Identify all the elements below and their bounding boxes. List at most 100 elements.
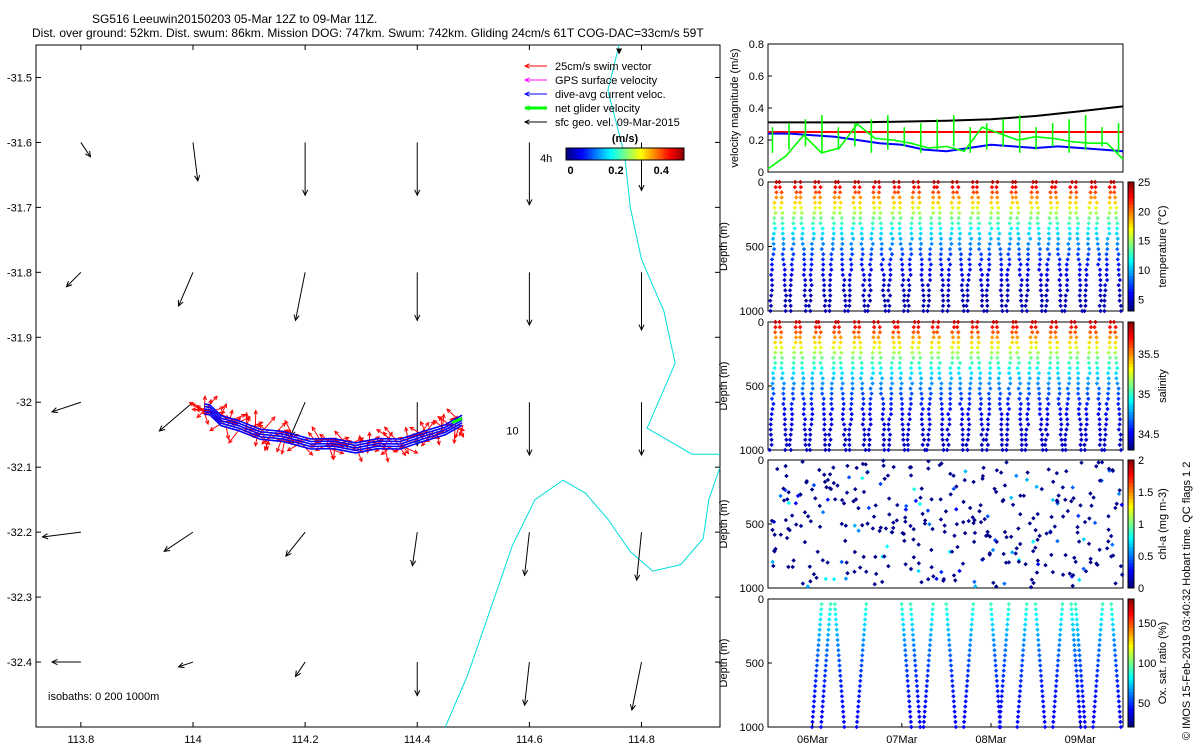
colorbar-swatch [595, 148, 598, 160]
swim-vector-head [392, 448, 398, 453]
colorbar-swatch [617, 148, 620, 160]
colorbar-swatch [682, 148, 685, 160]
current-vector [285, 531, 306, 557]
current-vector [42, 531, 81, 538]
colorbar-swatch [638, 148, 642, 160]
colorbar-swatch [626, 148, 630, 160]
chart-title-line1: SG516 Leeuwin20150203 05-Mar 12Z to 09-M… [92, 12, 378, 26]
current-vector [631, 661, 642, 711]
colorbar-swatch [609, 148, 612, 160]
current-vector [636, 532, 643, 581]
colorbar-swatch [674, 148, 677, 160]
legend-arrowhead [523, 77, 530, 83]
current-vector [178, 661, 194, 668]
colorbar-swatch [611, 148, 614, 160]
colorbar-swatch [613, 148, 616, 160]
current-vector-head [163, 545, 171, 552]
current-vector [66, 271, 82, 288]
colorbar-tick-label: 0.4 [654, 165, 670, 177]
current-vector-head [634, 574, 641, 582]
swim-vector-head [424, 421, 430, 427]
glider-track-group [188, 395, 466, 463]
colorbar-frame [565, 147, 685, 161]
swim-vector-head [430, 420, 436, 426]
current-vector [295, 661, 306, 677]
swim-vector-head [460, 432, 465, 439]
swim-vector-head [307, 431, 313, 437]
map-y-tick-label: -32.4 [7, 657, 32, 669]
current-vector [411, 532, 418, 566]
map-y-tick-label: -31.8 [7, 267, 32, 279]
current-vector-head [194, 174, 201, 182]
swim-vector-head [280, 449, 285, 456]
swim-vector-head [334, 430, 339, 436]
swim-vector-head [358, 457, 363, 463]
current-vector-head [629, 704, 636, 712]
isobath-label: isobaths: 0 200 1000m [48, 691, 159, 703]
colorbar-swatch [591, 148, 595, 160]
swim-vector [276, 437, 283, 452]
map-x-tick-label: 114.8 [628, 734, 655, 746]
map-x-tick-label: 114.4 [404, 734, 431, 746]
legend-entry: GPS surface velocity [555, 75, 658, 87]
swim-vector-head [253, 441, 259, 448]
colorbar-swatch [566, 148, 569, 160]
swim-vector-head [347, 439, 353, 444]
coastline-north [607, 44, 720, 455]
map-y-tick-label: -32.2 [7, 527, 32, 539]
colorbar-swatch [577, 148, 581, 160]
current-vector-head [177, 299, 184, 307]
chart-title-line2: Dist. over ground: 52km. Dist. swum: 86k… [32, 26, 704, 40]
current-vector-head [285, 550, 292, 558]
colorbar-swatch [587, 148, 591, 160]
swim-vector-head [202, 395, 208, 401]
swim-vector [277, 439, 295, 444]
current-vector [290, 402, 306, 437]
colorbar-swatch [650, 148, 654, 160]
current-vector-head [65, 280, 73, 288]
current-vector-head [85, 150, 92, 158]
swim-vector-head [436, 416, 442, 421]
coastline-south [444, 467, 721, 728]
current-vector-head [414, 189, 421, 197]
current-vector [80, 142, 91, 158]
map-y-tick-label: -32.3 [7, 592, 32, 604]
colorbar-swatch [656, 148, 659, 160]
swim-vector-head [281, 421, 287, 427]
map-y-tick-label: -31.7 [7, 202, 32, 214]
current-vector-head [41, 533, 49, 540]
colorbar-swatch [670, 148, 673, 160]
current-vector-head [522, 569, 529, 577]
colorbar-swatch [652, 148, 655, 160]
swim-vector-head [339, 450, 345, 455]
current-vector-head [177, 662, 185, 669]
swim-vector-head [220, 410, 226, 415]
map-y-tick-label: -32.1 [7, 462, 32, 474]
current-vector-head [526, 449, 533, 457]
current-vector-head [410, 559, 417, 567]
swim-vector [381, 443, 398, 453]
swim-vector-head [188, 401, 194, 407]
swim-vector-head [401, 451, 407, 457]
swim-vector [262, 416, 276, 431]
swim-vector-head [261, 439, 267, 445]
swim-vector-head [421, 441, 426, 447]
swim-vector-head [241, 413, 247, 418]
map-y-tick-label: -31.9 [7, 332, 32, 344]
swim-vector-head [191, 407, 197, 412]
colorbar-swatch [601, 148, 604, 160]
colorbar-swatch [680, 148, 683, 160]
colorbar-swatch [648, 148, 652, 160]
colorbar-swatch [585, 148, 589, 160]
swim-vector-head [385, 457, 390, 463]
colorbar-swatch [615, 148, 618, 160]
colorbar-swatch [630, 148, 634, 160]
colorbar-swatch [640, 148, 644, 160]
colorbar-swatch [581, 148, 585, 160]
swim-vector-head [404, 426, 409, 432]
swim-vector-head [228, 438, 233, 444]
swim-vector [228, 410, 233, 425]
colorbar-label: (m/s) [612, 133, 639, 145]
current-vector-head [638, 324, 645, 332]
